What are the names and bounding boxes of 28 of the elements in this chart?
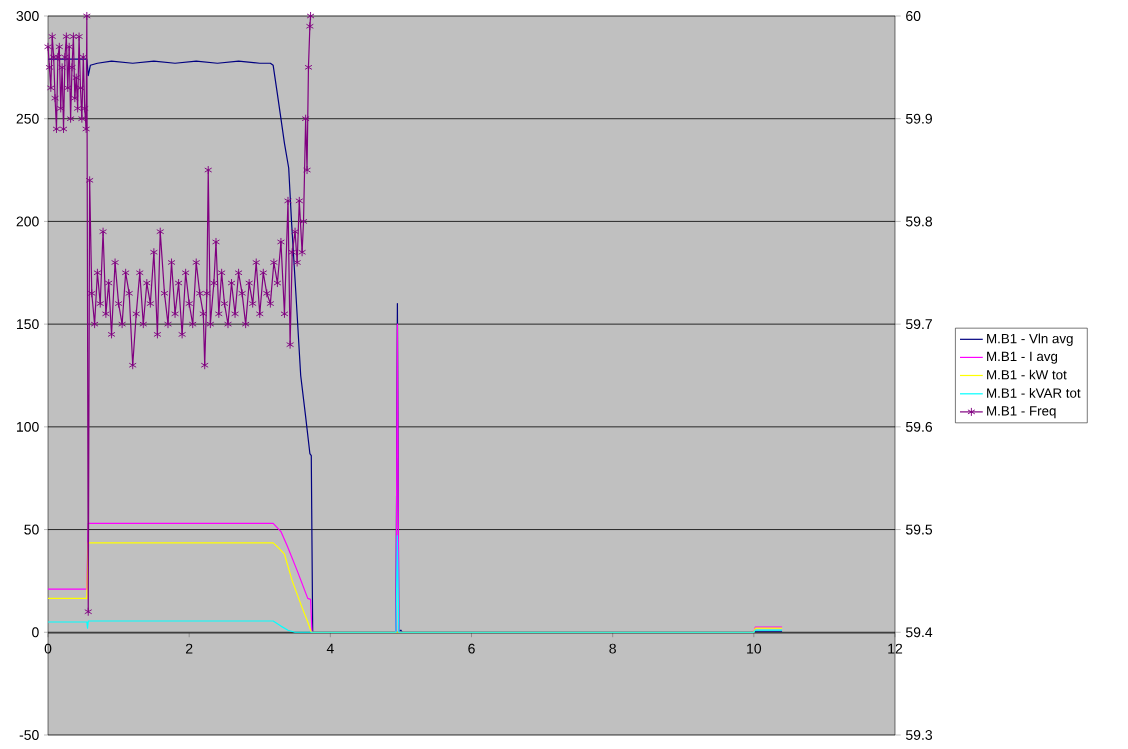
y-tick-label: 300 bbox=[16, 11, 39, 21]
legend-label: M.B1 - I avg bbox=[987, 351, 1058, 364]
legend-label: M.B1 - Freq bbox=[987, 406, 1056, 419]
y-tick-label: 200 bbox=[16, 216, 39, 227]
x-tick-label: 8 bbox=[609, 643, 616, 654]
y2-tick-label: 59.6 bbox=[905, 421, 933, 432]
legend-label: M.B1 - kW tot bbox=[987, 369, 1067, 380]
y2-tick-label: 59.7 bbox=[905, 319, 932, 330]
legend-label: M.B1 - kVAR tot bbox=[987, 387, 1081, 398]
x-tick-label: 4 bbox=[326, 643, 334, 654]
x-tick-label: 6 bbox=[468, 643, 475, 654]
y-tick-label: 150 bbox=[17, 319, 39, 330]
x-tick-label: 0 bbox=[44, 643, 52, 654]
y-tick-label: 250 bbox=[16, 113, 39, 124]
x-tick-label: 2 bbox=[185, 643, 193, 654]
y2-tick-label: 59.3 bbox=[905, 730, 933, 740]
legend-label: M.B1 - Vln avg bbox=[987, 333, 1073, 346]
x-tick-label: 10 bbox=[747, 643, 762, 654]
y2-tick-label: 60 bbox=[906, 11, 921, 21]
y2-tick-label: 59.4 bbox=[905, 627, 933, 638]
y2-tick-label: 59.9 bbox=[905, 113, 932, 124]
y2-tick-label: 59.5 bbox=[905, 524, 933, 535]
y-tick-label: 0 bbox=[32, 627, 39, 638]
x-tick-label: 12 bbox=[888, 643, 903, 654]
y-tick-label: -50 bbox=[19, 730, 39, 740]
y2-tick-label: 59.8 bbox=[905, 216, 933, 227]
y-tick-label: 50 bbox=[24, 524, 39, 535]
y-tick-label: 100 bbox=[17, 421, 39, 432]
